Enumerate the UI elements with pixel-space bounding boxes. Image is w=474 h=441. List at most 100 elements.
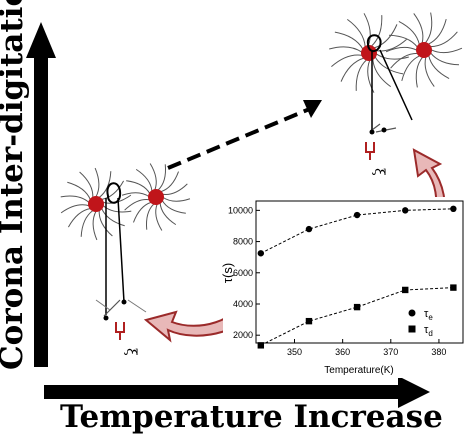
corona-chain <box>340 57 365 82</box>
corona-chain <box>367 59 375 93</box>
corona-chain <box>385 46 418 53</box>
corona-chain <box>101 208 125 227</box>
data-point-square <box>305 317 313 325</box>
corona-chains <box>385 12 463 88</box>
y-tick-label: 8000 <box>233 237 253 247</box>
corona-chain <box>102 205 132 213</box>
corona-chain <box>375 38 407 52</box>
corona-chain <box>60 195 90 203</box>
x-tick-label: 370 <box>383 347 398 357</box>
legend: τe τd <box>408 308 433 338</box>
legend-entry-tau-d: τd <box>424 324 433 338</box>
x-tick-label: 350 <box>287 347 302 357</box>
corona-chain <box>424 56 435 87</box>
corona-chain <box>67 208 91 228</box>
y-axis-label: Corona Inter-digitation <box>0 0 30 370</box>
corona-chain <box>126 180 151 194</box>
corona-chain <box>155 203 163 231</box>
corona-chain <box>162 183 188 196</box>
data-point-square <box>450 284 457 291</box>
micelle-core <box>88 196 104 212</box>
corona-chain <box>124 198 150 211</box>
corona-chain <box>161 200 186 214</box>
corona-chain <box>370 15 383 47</box>
corona-chain <box>149 163 157 191</box>
x-axis-arrow <box>44 376 430 408</box>
corona-chain <box>373 24 398 49</box>
corona-chain <box>428 55 450 79</box>
corona-chain <box>355 59 368 91</box>
data-point-circle <box>257 250 265 257</box>
corona-chain <box>157 164 167 191</box>
inset-marks <box>257 205 457 349</box>
x-tick-label: 360 <box>335 347 350 357</box>
data-point-circle <box>402 207 409 214</box>
corona-chain <box>101 180 125 200</box>
data-point-circle <box>353 211 361 219</box>
micelle-core <box>361 45 377 61</box>
corona-chain <box>94 167 100 198</box>
fit-line-circle <box>260 208 454 254</box>
legend-square-marker <box>408 325 416 333</box>
corona-chain <box>388 34 418 48</box>
corona-chain <box>401 55 421 81</box>
corona-chain <box>372 58 391 88</box>
corona-chain <box>98 210 113 237</box>
corona-chain <box>159 202 177 226</box>
inset-plot: 350 360 370 380 2000 4000 6000 8000 10000 Temper… <box>220 197 467 378</box>
y-tick-label: 4000 <box>233 299 253 309</box>
corona-chain <box>79 171 94 198</box>
xi-label: ξ <box>371 168 387 176</box>
corona-chain <box>430 31 458 48</box>
data-point-circle <box>305 225 313 233</box>
x-axis-label: Temperature Increase <box>60 399 443 435</box>
transition-dashed-arrow <box>167 100 322 170</box>
data-point-circle <box>450 205 457 213</box>
corona-chain <box>427 19 447 45</box>
y-tick-label: 10000 <box>228 205 253 215</box>
corona-chain <box>162 196 191 202</box>
corona-chain <box>135 168 153 192</box>
corona-chain <box>415 56 424 88</box>
corona-chain <box>334 31 364 50</box>
corona-chain <box>121 192 150 198</box>
fit-line-square <box>260 287 454 346</box>
corona-chains <box>121 163 191 231</box>
data-point-square <box>402 286 409 294</box>
corona-chain <box>92 210 98 241</box>
corona-chain <box>398 21 420 45</box>
corona-chain <box>347 18 366 48</box>
corona-chain <box>375 53 409 60</box>
corona-chain <box>424 12 433 44</box>
y-axis-arrow <box>26 22 56 367</box>
corona-chain <box>430 47 463 54</box>
corona-chain <box>145 203 155 230</box>
left-micelle-cartoon: ξ <box>60 163 191 356</box>
corona-chain <box>67 181 91 200</box>
corona-chain <box>80 209 94 237</box>
inset-ylabel: τ(s) <box>220 263 235 283</box>
legend-circle-marker <box>408 309 416 317</box>
corona-chain <box>413 13 424 44</box>
inset-xlabel: Temperature(K) <box>324 365 393 376</box>
data-point-square <box>353 303 361 311</box>
corona-chain <box>331 54 363 68</box>
x-tick-label: 380 <box>431 347 446 357</box>
corona-chain <box>132 201 152 223</box>
corona-chain <box>329 46 363 53</box>
y-tick-label: 2000 <box>233 330 253 340</box>
corona-chain <box>60 204 90 214</box>
data-point-square <box>257 342 265 349</box>
plot-frame <box>255 200 464 344</box>
corona-chain <box>374 56 404 75</box>
right-micelle-cartoon: ξ <box>329 12 463 176</box>
corona-chain <box>160 171 180 193</box>
micelle-core <box>148 189 164 205</box>
corona-chain <box>390 52 418 69</box>
corona-chain <box>430 52 460 66</box>
legend-entry-tau-e: τe <box>424 308 433 322</box>
xi-label: ξ <box>123 348 139 356</box>
inset-ticks: 350 360 370 380 2000 4000 6000 8000 10000 <box>228 205 446 357</box>
